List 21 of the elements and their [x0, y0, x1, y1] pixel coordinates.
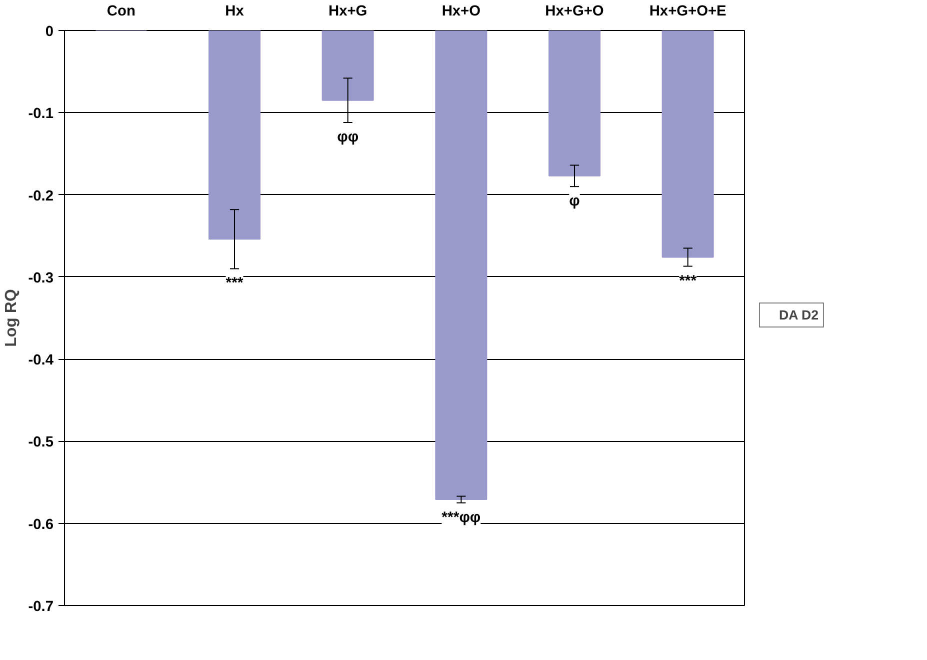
text: DA D2 — [779, 308, 818, 322]
annotation: φφ — [337, 128, 359, 146]
y-tick-label: -0.7 — [28, 599, 54, 615]
annotation: *** — [226, 274, 244, 292]
y-tick-label: -0.6 — [28, 516, 54, 533]
x-tick-label: Hx+G — [328, 4, 368, 20]
y-tick-label: -0.4 — [28, 352, 54, 369]
x-tick-label: Hx+G+O+E — [649, 4, 727, 20]
y-tick-label: -0.5 — [28, 434, 54, 451]
y-tick-label: -0.1 — [28, 106, 54, 122]
x-tick-label: Hx+G+O — [545, 4, 604, 20]
y-tick-label: -0.3 — [28, 270, 54, 286]
y-tick-label: 0 — [45, 24, 54, 40]
annotation: ***φφ — [442, 508, 481, 526]
x-tick-label: Hx+O — [442, 4, 481, 20]
x-tick-label: Hx — [225, 4, 245, 20]
y-axis-title: Log RQ — [3, 289, 20, 347]
annotation: φ — [569, 192, 580, 210]
annotation: *** — [679, 272, 697, 290]
y-tick-label: -0.2 — [28, 188, 54, 204]
x-tick-label: Con — [106, 4, 136, 20]
